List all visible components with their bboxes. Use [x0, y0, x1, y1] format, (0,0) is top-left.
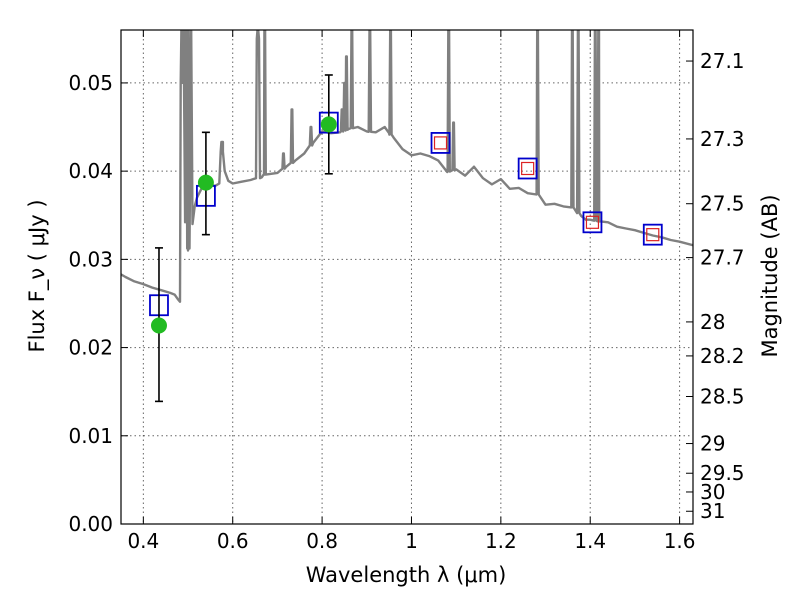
x-tick-label: 0.4 [127, 529, 159, 553]
data-points [149, 74, 663, 403]
model-flux-square-small [433, 136, 448, 150]
y-tick-label: 0.01 [68, 424, 113, 448]
mag-tick-label: 29 [700, 432, 725, 456]
mag-tick-label: 28 [700, 310, 725, 334]
x-tick-label: 1 [405, 529, 418, 553]
spectrum-line [121, 30, 693, 303]
model-flux-square-small [646, 228, 660, 242]
mag-tick-label: 30 [700, 480, 725, 504]
model-flux-square-small [521, 161, 535, 176]
mag-tick-label: 27.3 [700, 127, 745, 151]
x-tick-label: 1.2 [485, 529, 517, 553]
y-tick-label: 0.05 [68, 71, 113, 95]
y-axis-label: Flux F_ν ( μJy ) [25, 199, 50, 352]
model-flux-square [582, 211, 603, 234]
x-tick-label: 1.6 [664, 529, 696, 553]
model-flux-square [430, 132, 451, 154]
x-tick-label: 0.8 [306, 529, 338, 553]
axis-ticks [121, 30, 693, 525]
spectrum [121, 30, 693, 303]
x-axis-label: Wavelength λ (μm) [306, 563, 507, 587]
y-tick-label: 0.02 [68, 336, 113, 360]
observed-flux-point [320, 116, 337, 133]
observed-flux-point [150, 317, 167, 334]
mag-tick-label: 27.7 [700, 246, 745, 270]
mag-tick-label: 27.1 [700, 49, 745, 73]
mag-tick-label: 31 [700, 499, 725, 523]
mag-tick-label: 27.5 [700, 192, 745, 216]
model-flux-square [517, 157, 538, 180]
tick-labels: 0.4 0.6 0.8 1 1.2 1.4 1.6 0.00 0.01 0.02 0.03 0.04 0… [68, 49, 744, 553]
plot-frame [120, 29, 694, 525]
y-tick-label: 0.04 [68, 159, 113, 183]
x-tick-label: 0.6 [217, 529, 249, 553]
y-axis-label-right: Magnitude (AB) [758, 194, 782, 357]
y-tick-label: 0.00 [68, 512, 113, 536]
model-flux-square-small [585, 215, 600, 229]
mag-tick-label: 28.5 [700, 384, 745, 408]
model-flux-square [642, 223, 663, 246]
observed-flux-point [197, 174, 214, 191]
x-tick-label: 1.4 [574, 529, 606, 553]
y-tick-label: 0.03 [68, 247, 113, 271]
mag-tick-label: 29.5 [700, 461, 745, 485]
grid [121, 30, 693, 525]
mag-tick-label: 28.2 [700, 344, 745, 368]
